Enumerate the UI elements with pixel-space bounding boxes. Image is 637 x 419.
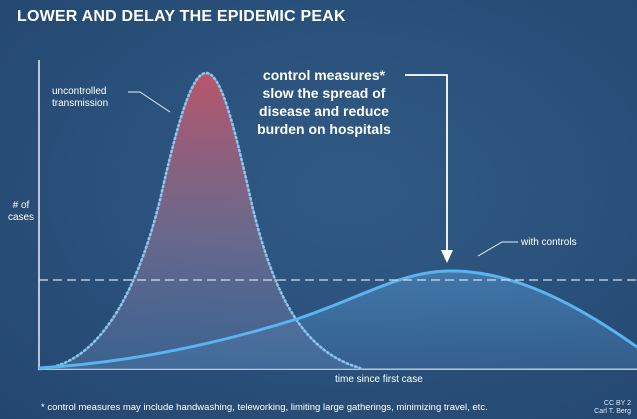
uncontrolled-area [39,73,360,369]
x-axis-label: time since first case [335,374,423,385]
credit-line2: Carl T. Berg [594,408,631,415]
y-axis-label: # of cases [3,200,39,224]
control-measures-callout: control measures* slow the spread of dis… [246,66,402,138]
with-controls-area [39,270,637,369]
uncontrolled-label-line1: uncontrolled [52,86,107,97]
measures-line4: burden on hospitals [257,121,391,137]
uncontrolled-leader-line [128,91,171,113]
credit-line1: CC BY 2 [603,400,631,407]
y-axis-label-line2: cases [7,212,35,223]
footnote: * control measures may include handwashi… [41,402,488,413]
license-credit: CC BY 2 Carl T. Berg [594,400,631,416]
measures-line1: control measures* [262,67,386,83]
with-controls-line [38,269,637,370]
uncontrolled-label-line2: transmission [52,98,109,109]
diagram-title: LOWER AND DELAY THE EPIDEMIC PEAK [17,8,346,25]
uncontrolled-transmission-label: uncontrolled transmission [52,86,108,110]
y-axis-label-line1: # of [12,200,30,211]
measures-line3: disease and reduce [259,103,389,119]
with-controls-label: with controls [521,237,577,248]
with-controls-leader-line [477,241,518,257]
measures-arrow-line [405,74,448,254]
measures-arrow-head [441,250,453,263]
uncontrolled-outline [37,71,362,371]
measures-line2: slow the spread of [262,85,386,101]
